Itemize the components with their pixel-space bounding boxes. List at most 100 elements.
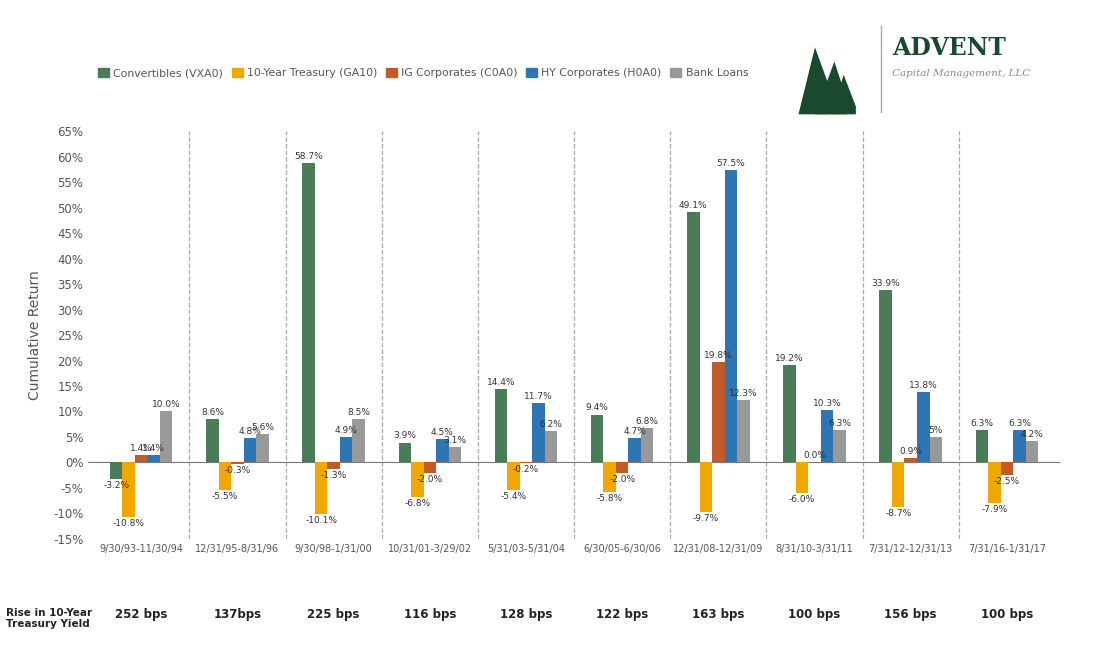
- Text: 100 bps: 100 bps: [788, 608, 840, 621]
- Text: -2.5%: -2.5%: [994, 477, 1020, 486]
- Text: 122 bps: 122 bps: [596, 608, 648, 621]
- Text: 3.9%: 3.9%: [393, 432, 416, 440]
- Text: 6.8%: 6.8%: [636, 417, 659, 426]
- Text: -1.3%: -1.3%: [320, 471, 347, 480]
- Text: 4.8%: 4.8%: [238, 427, 262, 436]
- Bar: [110, 463, 123, 479]
- Text: -7.9%: -7.9%: [981, 505, 1008, 514]
- Text: 116 bps: 116 bps: [404, 608, 456, 621]
- Text: 0.0%: 0.0%: [803, 451, 826, 461]
- Text: 163 bps: 163 bps: [692, 608, 744, 621]
- Bar: [988, 463, 1000, 503]
- Text: 0.9%: 0.9%: [900, 447, 922, 456]
- Bar: [495, 389, 507, 463]
- Bar: [604, 463, 616, 492]
- Text: -2.0%: -2.0%: [416, 474, 443, 484]
- Bar: [1000, 463, 1013, 475]
- Bar: [123, 463, 135, 517]
- Text: -3.2%: -3.2%: [103, 481, 129, 489]
- Bar: [411, 463, 424, 497]
- Text: -5.4%: -5.4%: [500, 492, 527, 501]
- Text: 225 bps: 225 bps: [307, 608, 360, 621]
- Bar: [1026, 441, 1038, 463]
- Text: 128 bps: 128 bps: [500, 608, 552, 621]
- Text: -9.7%: -9.7%: [692, 514, 719, 523]
- Text: -0.2%: -0.2%: [513, 465, 539, 474]
- Text: 33.9%: 33.9%: [871, 279, 900, 288]
- Bar: [796, 463, 808, 493]
- Bar: [591, 415, 604, 463]
- Text: 1.4%: 1.4%: [142, 444, 166, 453]
- Text: -5.8%: -5.8%: [596, 494, 623, 503]
- Bar: [315, 463, 328, 514]
- Text: -10.1%: -10.1%: [305, 516, 337, 525]
- Text: Rise in 10-Year
Treasury Yield: Rise in 10-Year Treasury Yield: [6, 608, 92, 629]
- Bar: [160, 411, 172, 463]
- Text: 4.7%: 4.7%: [624, 428, 646, 436]
- Bar: [687, 212, 700, 463]
- Text: 252 bps: 252 bps: [115, 608, 168, 621]
- Y-axis label: Cumulative Return: Cumulative Return: [28, 270, 42, 400]
- Bar: [231, 463, 244, 464]
- Text: ADVENT: ADVENT: [892, 36, 1006, 60]
- Bar: [641, 428, 654, 463]
- Text: 4.5%: 4.5%: [431, 428, 454, 438]
- Text: 6.3%: 6.3%: [1008, 419, 1031, 428]
- Bar: [424, 463, 436, 472]
- Text: -5.5%: -5.5%: [212, 492, 238, 501]
- Bar: [206, 419, 219, 463]
- Text: 3.1%: 3.1%: [444, 436, 466, 445]
- Bar: [219, 463, 231, 490]
- Bar: [532, 403, 544, 463]
- Text: 4.9%: 4.9%: [335, 426, 358, 436]
- Text: 57.5%: 57.5%: [716, 158, 745, 168]
- Bar: [976, 430, 988, 463]
- Text: -10.8%: -10.8%: [113, 520, 145, 528]
- Bar: [724, 170, 737, 463]
- Bar: [1013, 430, 1026, 463]
- Text: 49.1%: 49.1%: [679, 201, 708, 210]
- Bar: [737, 399, 750, 463]
- PathPatch shape: [830, 75, 856, 114]
- Text: -2.0%: -2.0%: [609, 474, 635, 484]
- Bar: [436, 440, 448, 463]
- Text: Capital Management, LLC: Capital Management, LLC: [892, 69, 1030, 78]
- Text: 13.8%: 13.8%: [909, 381, 937, 390]
- Text: 156 bps: 156 bps: [884, 608, 937, 621]
- PathPatch shape: [815, 62, 847, 114]
- Bar: [328, 463, 340, 469]
- Bar: [448, 447, 461, 463]
- Text: 100 bps: 100 bps: [980, 608, 1033, 621]
- Text: 8.6%: 8.6%: [201, 407, 224, 417]
- Text: 19.8%: 19.8%: [704, 351, 733, 359]
- Bar: [904, 458, 917, 463]
- Bar: [892, 463, 904, 507]
- Text: 10.3%: 10.3%: [813, 399, 841, 408]
- Text: -6.0%: -6.0%: [789, 495, 815, 504]
- Text: 9.4%: 9.4%: [586, 403, 608, 413]
- Text: 58.7%: 58.7%: [295, 152, 323, 162]
- Text: 137bps: 137bps: [213, 608, 262, 621]
- Text: 6.2%: 6.2%: [540, 420, 562, 429]
- Bar: [507, 463, 520, 490]
- Text: -0.3%: -0.3%: [224, 466, 251, 475]
- Text: 11.7%: 11.7%: [524, 392, 553, 401]
- Bar: [784, 365, 796, 463]
- Text: 19.2%: 19.2%: [775, 353, 804, 363]
- Bar: [820, 410, 834, 463]
- PathPatch shape: [798, 47, 829, 114]
- Bar: [917, 392, 930, 463]
- Bar: [834, 430, 846, 463]
- Text: -6.8%: -6.8%: [404, 499, 431, 508]
- Text: 12.3%: 12.3%: [729, 389, 757, 397]
- Text: 4.2%: 4.2%: [1020, 430, 1043, 439]
- Bar: [135, 455, 148, 463]
- Text: 14.4%: 14.4%: [487, 378, 516, 387]
- Bar: [712, 361, 724, 463]
- Text: 10.0%: 10.0%: [152, 400, 181, 409]
- Bar: [352, 419, 364, 463]
- Bar: [399, 443, 411, 463]
- Bar: [544, 431, 558, 463]
- Bar: [700, 463, 712, 512]
- Bar: [930, 437, 942, 463]
